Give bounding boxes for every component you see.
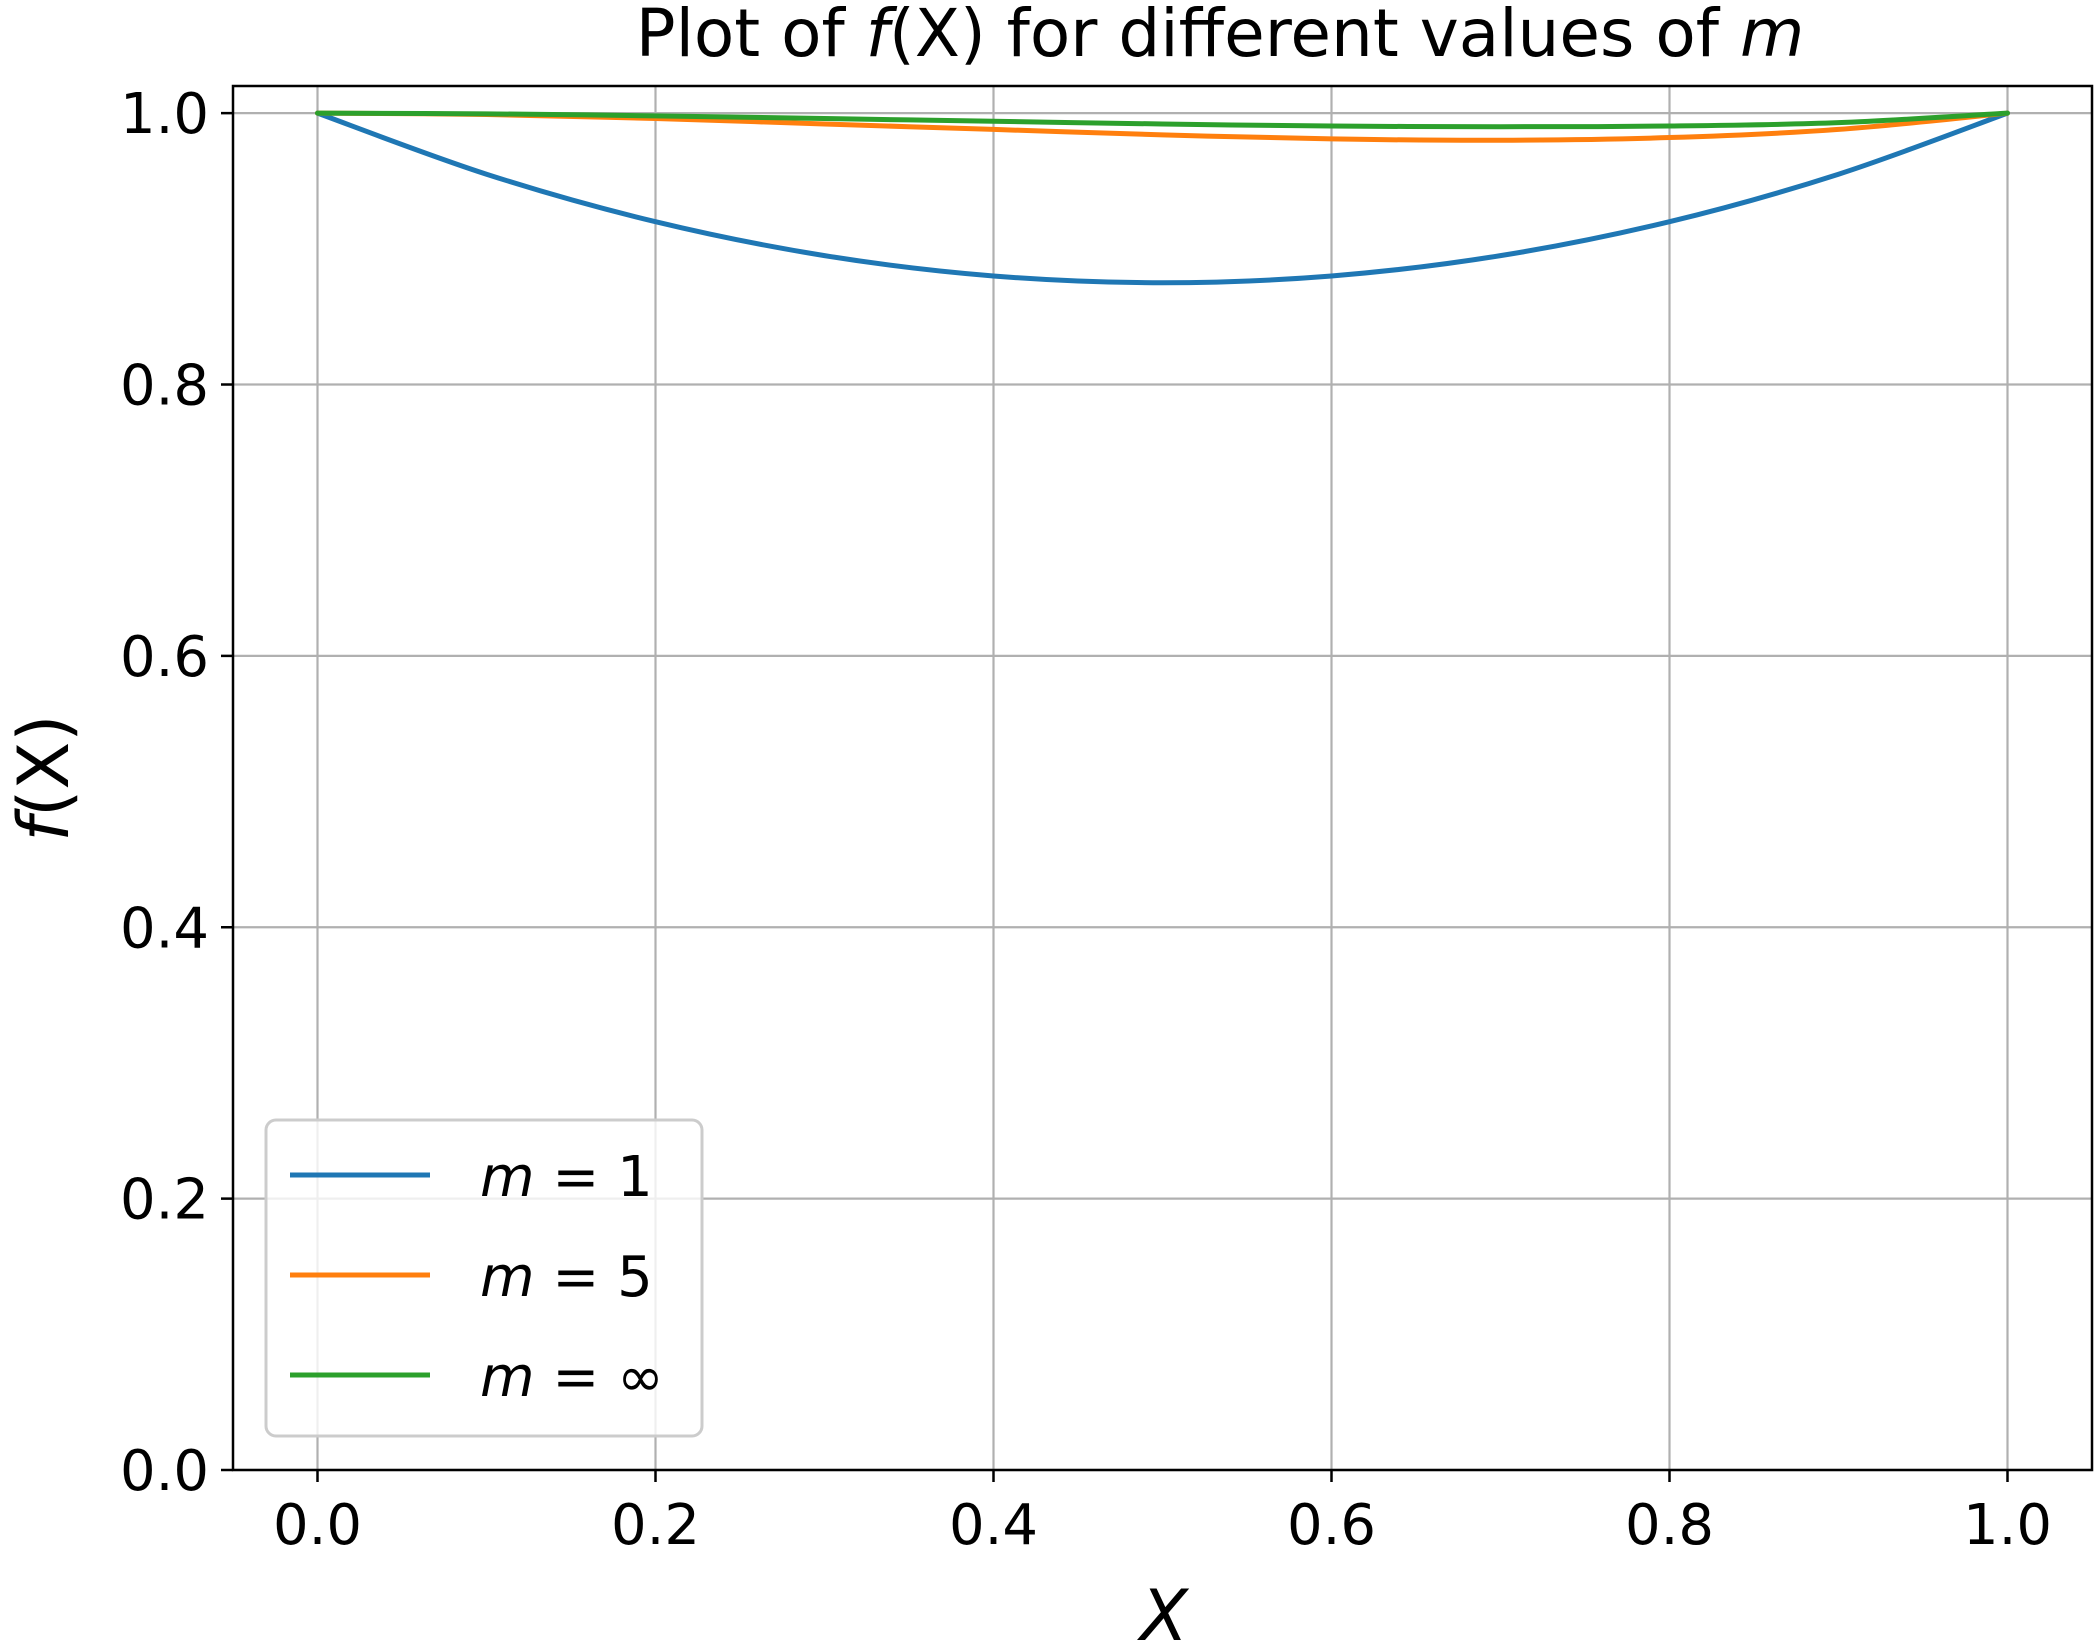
y-tick-label: 0.6 xyxy=(120,625,209,690)
chart-title: Plot of f(X) for different values of m xyxy=(636,0,1804,72)
x-tick-label: 1.0 xyxy=(1963,1493,2052,1558)
legend-label-2: m = 5 xyxy=(480,1245,653,1310)
y-tick-label: 1.0 xyxy=(120,82,209,147)
legend-label-1: m = 1 xyxy=(480,1145,653,1210)
x-axis-label: X xyxy=(1136,1575,1190,1646)
y-tick-label: 0.4 xyxy=(120,896,209,961)
plot-area-frame xyxy=(231,84,2094,1472)
x-tick-label: 0.6 xyxy=(1287,1493,1376,1558)
y-tick-label: 0.0 xyxy=(120,1439,209,1504)
x-tick-label: 0.8 xyxy=(1625,1493,1714,1558)
legend-label-3: m = ∞ xyxy=(480,1345,664,1410)
x-tick-label: 0.0 xyxy=(273,1493,362,1558)
y-tick-label: 0.2 xyxy=(120,1168,209,1233)
x-tick-label: 0.2 xyxy=(611,1493,700,1558)
plot-series xyxy=(315,110,2010,286)
axis-ticks: 0.0 0.2 0.4 0.6 0.8 1.0 0.0 0.2 0.4 0.6 0.8 1.0 xyxy=(120,82,2052,1558)
legend: m = 1 m = 5 m = ∞ xyxy=(264,1118,704,1438)
x-tick-label: 0.4 xyxy=(949,1493,1038,1558)
y-axis-label: f(X) xyxy=(3,714,85,841)
legend-box xyxy=(264,1118,704,1438)
y-tick-label: 0.8 xyxy=(120,354,209,419)
series-line-3 xyxy=(315,110,2010,130)
series-line-1 xyxy=(315,110,2010,286)
